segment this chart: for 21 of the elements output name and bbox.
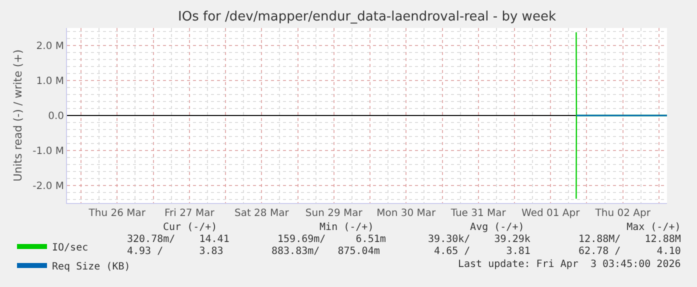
- x-tick-label: Thu 02 Apr: [594, 208, 652, 219]
- text: Last update: Fri Apr 3 03:45:00 2026: [458, 259, 681, 270]
- text: 4.93 / 3.83 883.83m/ 875.04m 4.65 / 3.81 62.78 / 4.10: [127, 246, 681, 257]
- y-tick-label: 1.0 M: [36, 76, 64, 87]
- x-tick-label: Sat 28 Mar: [234, 208, 290, 219]
- y-tick-label: 0.0: [48, 111, 64, 122]
- chart-title: IOs for /dev/mapper/endur_data-laendroval-real - by week: [178, 10, 556, 25]
- text: 320.78m/ 14.41 159.69m/ 6.51m 39.30k/ 39.29k 12.88M/ 12.88M: [127, 234, 681, 245]
- y-axis-title: Units read (-) / write (+): [11, 49, 24, 182]
- legend-label: Req Size (KB): [52, 261, 130, 272]
- text: Cur (-/+) Min (-/+) Avg (-/+) Max (-/+): [163, 222, 681, 233]
- legend-label: IO/sec: [52, 242, 88, 254]
- x-tick-label: Fri 27 Mar: [164, 208, 216, 219]
- x-tick-label: Wed 01 Apr: [522, 208, 581, 219]
- x-tick-label: Thu 26 Mar: [88, 208, 146, 219]
- x-tick-label: Tue 31 Mar: [450, 208, 507, 219]
- y-tick-label: -2.0 M: [32, 181, 64, 192]
- x-tick-label: Mon 30 Mar: [376, 208, 437, 219]
- y-tick-label: -1.0 M: [32, 146, 64, 157]
- x-tick-label: Sun 29 Mar: [305, 208, 364, 219]
- y-tick-label: 2.0 M: [36, 41, 64, 52]
